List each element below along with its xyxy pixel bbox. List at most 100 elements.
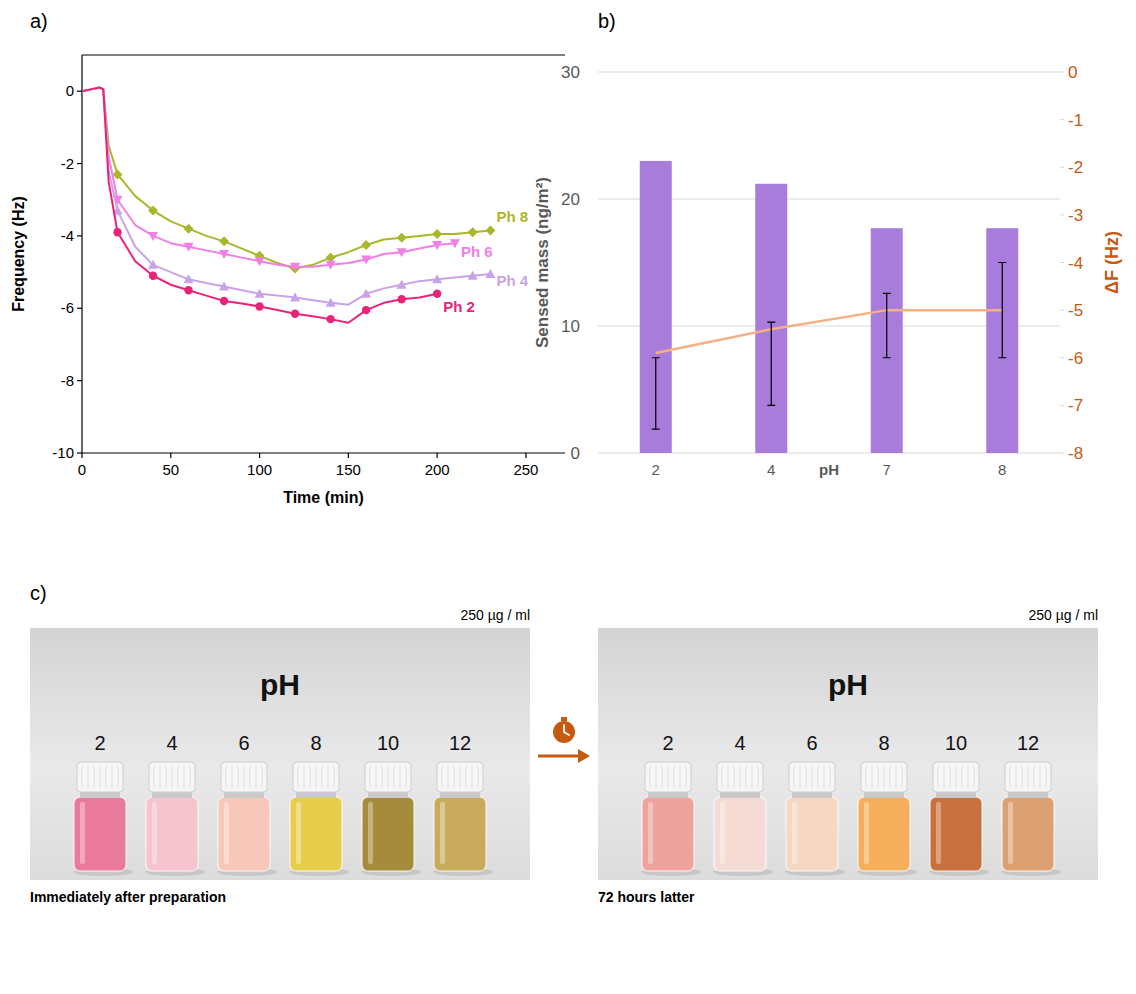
y-tick-label: 0 <box>571 444 580 463</box>
marker <box>219 236 229 246</box>
cap-ribbing <box>316 766 317 788</box>
figure: a)-10-8-6-4-20050100150200250Time (min)F… <box>0 0 1136 994</box>
vial <box>145 762 205 876</box>
arrow-shaft <box>538 755 582 758</box>
series-label: Ph 6 <box>461 243 493 260</box>
ph-label: 12 <box>449 732 471 754</box>
cap-ribbing <box>890 766 891 788</box>
vial-highlight <box>368 802 373 864</box>
cap-ribbing <box>238 766 239 788</box>
vial-cap <box>789 762 835 792</box>
marker <box>326 298 336 307</box>
x-tick-label: 7 <box>883 461 891 478</box>
cap-ribbing <box>178 766 179 788</box>
photo-background <box>598 628 1098 880</box>
y2-tick-label: -8 <box>1068 444 1083 463</box>
y2-tick <box>1060 405 1064 406</box>
x-tick-label: 200 <box>425 461 450 478</box>
marker <box>219 282 229 291</box>
marker <box>326 261 336 270</box>
marker <box>432 241 442 250</box>
marker <box>149 272 157 280</box>
vial-highlight <box>296 802 301 864</box>
y2-axis-title: ΔF (Hz) <box>1102 231 1122 294</box>
vial-cap <box>77 762 123 792</box>
cap-ribbing <box>1040 766 1041 788</box>
marker <box>450 239 460 248</box>
y-tick-label: -4 <box>61 227 74 244</box>
cap-ribbing <box>298 766 299 788</box>
cap-ribbing <box>448 766 449 788</box>
cap-ribbing <box>740 766 741 788</box>
vial-cap <box>437 762 483 792</box>
cap-ribbing <box>334 766 335 788</box>
y2-tick-label: -5 <box>1068 301 1083 320</box>
x-tick-label: 50 <box>162 461 179 478</box>
clock-hands <box>564 725 569 735</box>
ph-label: 8 <box>878 732 889 754</box>
vial-highlight <box>80 802 85 864</box>
y-tick <box>77 452 82 453</box>
error-bar <box>767 322 775 405</box>
cap-ribbing <box>94 766 95 788</box>
marker <box>397 280 407 289</box>
frame-top <box>82 54 565 55</box>
cap-ribbing <box>406 766 407 788</box>
cap-ribbing <box>166 766 167 788</box>
error-bar <box>883 293 891 357</box>
cap-ribbing <box>1028 766 1029 788</box>
vial-liquid <box>786 797 838 871</box>
cap-ribbing <box>160 766 161 788</box>
panel-label: b) <box>598 10 616 32</box>
y2-tick-label: -2 <box>1068 158 1083 177</box>
vial-cap <box>1005 762 1051 792</box>
x-tick <box>170 453 171 458</box>
y2-tick-label: -6 <box>1068 349 1083 368</box>
marker <box>290 292 300 301</box>
y-tick <box>77 308 82 309</box>
marker <box>361 255 371 264</box>
ph-label: 6 <box>806 732 817 754</box>
vial-liquid <box>218 797 270 871</box>
cap-ribbing <box>328 766 329 788</box>
cap-ribbing <box>454 766 455 788</box>
vial-liquid <box>290 797 342 871</box>
x-tick <box>348 453 349 458</box>
y-tick-label: -10 <box>52 444 74 461</box>
cap-ribbing <box>686 766 687 788</box>
cap-ribbing <box>866 766 867 788</box>
y2-tick <box>1060 357 1064 358</box>
vial-liquid <box>146 797 198 871</box>
concentration-label: 250 µg / ml <box>1028 607 1098 623</box>
bar <box>871 228 903 453</box>
vial-liquid <box>714 797 766 871</box>
cap-ribbing <box>1010 766 1011 788</box>
y2-tick <box>1060 453 1064 454</box>
marker <box>433 290 441 298</box>
cap-ribbing <box>956 766 957 788</box>
cap-ribbing <box>1046 766 1047 788</box>
vial-highlight <box>1008 802 1013 864</box>
marker <box>113 228 121 236</box>
x-tick-label: 0 <box>78 461 86 478</box>
cap-ribbing <box>1016 766 1017 788</box>
marker <box>432 229 442 239</box>
cap-ribbing <box>758 766 759 788</box>
clock-top <box>561 717 567 721</box>
vial-highlight <box>648 802 653 864</box>
cap-ribbing <box>310 766 311 788</box>
x-tick <box>259 453 260 458</box>
cap-ribbing <box>872 766 873 788</box>
y2-tick <box>1060 310 1064 311</box>
cap-ribbing <box>680 766 681 788</box>
y2-tick-label: -1 <box>1068 111 1083 130</box>
marker <box>220 297 228 305</box>
cap-ribbing <box>466 766 467 788</box>
cap-ribbing <box>376 766 377 788</box>
bar <box>755 184 787 453</box>
vial <box>217 762 277 876</box>
vial-liquid <box>1002 797 1054 871</box>
photo-background <box>30 628 530 880</box>
y2-tick <box>1060 167 1064 168</box>
marker <box>432 274 442 283</box>
